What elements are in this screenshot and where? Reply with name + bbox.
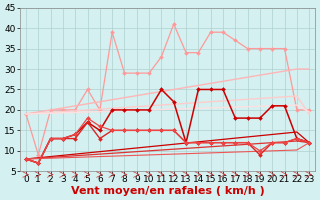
X-axis label: Vent moyen/en rafales ( km/h ): Vent moyen/en rafales ( km/h ) — [71, 186, 264, 196]
